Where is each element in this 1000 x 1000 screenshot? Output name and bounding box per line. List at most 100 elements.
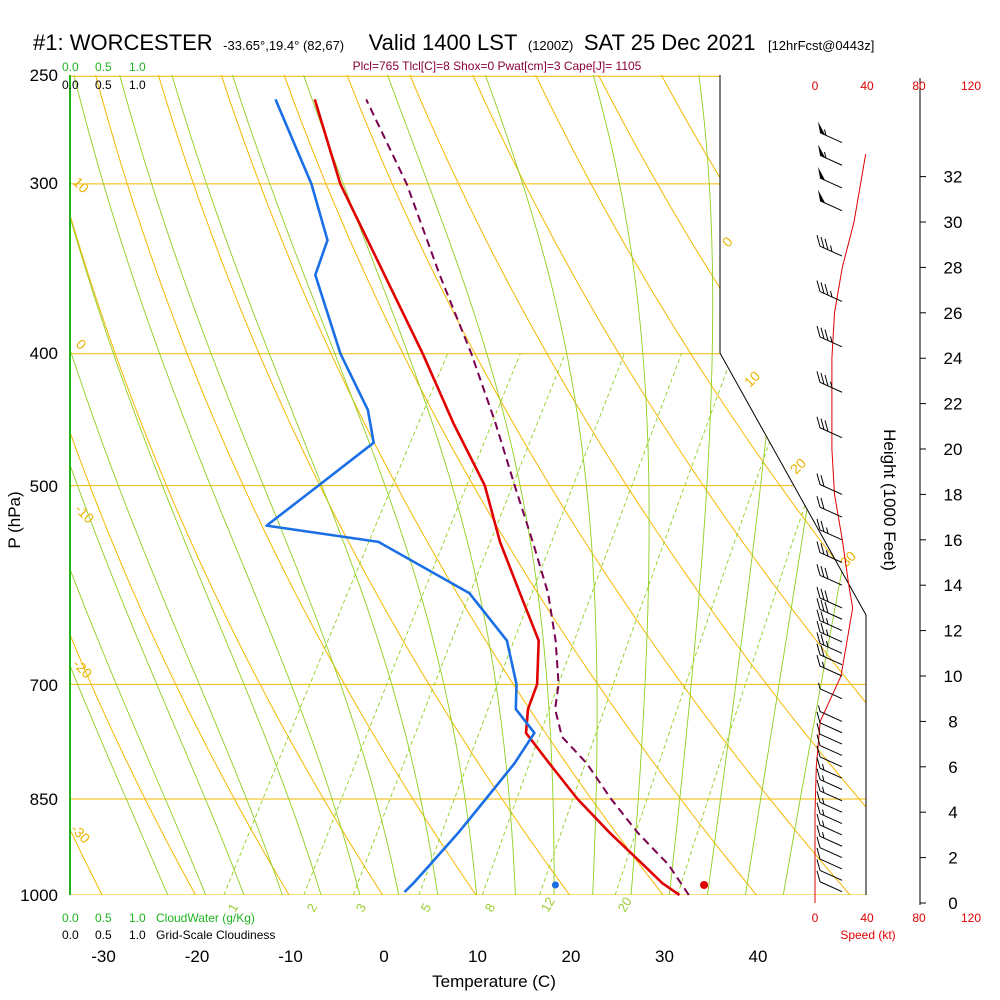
height-tick-label: 2 <box>948 849 957 868</box>
wind-barb-half <box>818 682 821 689</box>
wind-barb-full <box>816 734 821 746</box>
wind-barb-half <box>826 640 829 648</box>
svg-text:80: 80 <box>912 79 926 93</box>
svg-text:120: 120 <box>961 79 981 93</box>
height-tick-label: 14 <box>944 576 963 595</box>
height-tick-label: 4 <box>948 803 957 822</box>
dry-adiabat-line <box>70 75 402 895</box>
mixing-ratio-label: 20 <box>615 894 635 914</box>
pressure-tick-label: 250 <box>30 66 58 85</box>
svg-text:0.0: 0.0 <box>62 78 79 92</box>
wind-barb-half <box>830 381 833 388</box>
wind-barb-half <box>830 290 833 298</box>
wind-barb <box>816 541 843 563</box>
mixing-ratio-line <box>418 353 625 895</box>
svg-text:0.5: 0.5 <box>95 911 112 925</box>
wind-barb-half <box>822 763 825 771</box>
wind-barb-half <box>822 775 825 782</box>
mixing-ratio-label: 5 <box>418 901 435 915</box>
wind-barb-pennant <box>818 189 825 203</box>
height-tick-label: 30 <box>944 213 963 232</box>
dry-adiabat-line <box>70 75 308 895</box>
wind-barb-full <box>816 723 821 735</box>
wind-barb-half <box>830 245 833 252</box>
wind-barb-full <box>820 645 825 657</box>
wind-barb-half <box>822 809 825 816</box>
wind-barb <box>818 167 843 189</box>
dewpoint-line <box>265 98 536 893</box>
temperature-line <box>313 99 681 897</box>
cloudwater-scale-top: 0.0 0.5 1.0 0.0 0.5 1.0 <box>62 60 146 92</box>
height-tick-label: 12 <box>944 622 963 641</box>
wind-barb <box>816 825 843 847</box>
wind-barb-half <box>822 820 825 827</box>
wind-barb <box>816 847 843 870</box>
wind-barb-full <box>820 475 825 487</box>
wind-barb-full <box>816 371 821 383</box>
wind-barb-shaft <box>819 722 843 734</box>
mixing-ratio-label: 3 <box>353 901 370 915</box>
temperature-tick-label: -20 <box>185 947 210 966</box>
wind-barb-shaft <box>819 733 843 745</box>
dry-adiabat-line <box>89 75 497 895</box>
moist-adiabat-label: 30 <box>837 548 859 570</box>
mixing-ratio-label: 2 <box>304 901 321 915</box>
height-tick-label: 18 <box>944 485 963 504</box>
moist-adiabat-line <box>70 75 293 895</box>
moist-adiabat-line <box>70 75 368 895</box>
cloudwater-label: CloudWater (g/Kg) <box>156 911 255 925</box>
wind-barb-full <box>816 620 821 633</box>
wind-barb-shaft <box>819 642 843 654</box>
wind-barb <box>816 632 843 654</box>
mixing-ratio-label: 12 <box>538 894 558 914</box>
wind-barb-half <box>830 336 833 343</box>
wind-barb <box>816 564 843 586</box>
wind-barb <box>816 836 843 859</box>
moist-adiabat-line <box>70 75 330 895</box>
wind-barb-shaft <box>819 745 843 756</box>
wind-barb <box>816 586 843 609</box>
svg-text:0.5: 0.5 <box>95 60 112 74</box>
svg-text:0: 0 <box>812 911 819 925</box>
wind-barb-full <box>816 416 821 428</box>
wind-barb-full <box>820 327 825 339</box>
parcel-params: Plcl=765 Tlcl[C]=8 Shox=0 Pwat[cm]=3 Cap… <box>353 59 642 73</box>
wind-barb-half <box>822 832 825 839</box>
mixing-ratio-line <box>614 353 802 895</box>
wind-barb-shaft <box>819 756 843 768</box>
moist-adiabat-lines <box>70 75 866 895</box>
wind-barb-full <box>816 632 821 644</box>
wind-barb-full <box>816 779 821 792</box>
plot-outline <box>719 75 867 895</box>
moist-adiabat-line <box>136 75 443 895</box>
height-tick-label: 22 <box>944 395 963 414</box>
wind-barb <box>816 280 843 302</box>
wind-barb-full <box>816 870 821 882</box>
svg-text:0.0: 0.0 <box>62 911 79 925</box>
svg-text:40: 40 <box>860 911 874 925</box>
svg-text:0.5: 0.5 <box>95 928 112 942</box>
wind-barb-full <box>820 600 825 612</box>
height-axis-label: Height (1000 Feet) <box>880 429 899 571</box>
wind-barb-full <box>816 235 821 247</box>
moist-adiabat-line <box>260 75 517 895</box>
moist-adiabat-line <box>665 75 714 895</box>
wind-barb-shaft <box>819 574 843 586</box>
wind-barb <box>818 705 843 722</box>
wind-barb-shaft <box>819 154 843 166</box>
dry-adiabat-line <box>960 52 1000 924</box>
cloudiness-label: Grid-Scale Cloudiness <box>156 928 275 942</box>
speed-scale-top: 0 40 80 120 <box>812 79 982 93</box>
wind-barbs <box>816 121 843 893</box>
wind-barb-shaft <box>819 631 843 643</box>
height-tick-label: 16 <box>944 531 963 550</box>
moist-adiabat-line <box>437 75 598 895</box>
mixing-ratio-line <box>303 353 521 895</box>
wind-barb-shaft <box>819 597 843 609</box>
mixing-ratio-line <box>539 353 734 895</box>
pressure-tick-label: 700 <box>30 676 58 695</box>
wind-barb-full <box>816 802 821 814</box>
wind-barb-shaft <box>819 858 843 870</box>
wind-barb-full <box>816 473 821 485</box>
